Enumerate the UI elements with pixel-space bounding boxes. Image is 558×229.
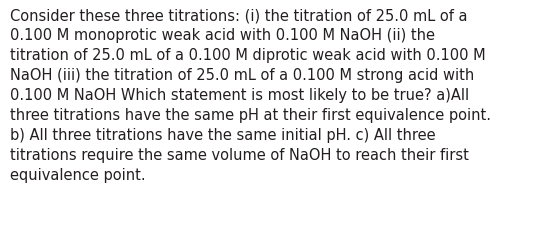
- Text: Consider these three titrations: (i) the titration of 25.0 mL of a
0.100 M monop: Consider these three titrations: (i) the…: [10, 8, 491, 183]
